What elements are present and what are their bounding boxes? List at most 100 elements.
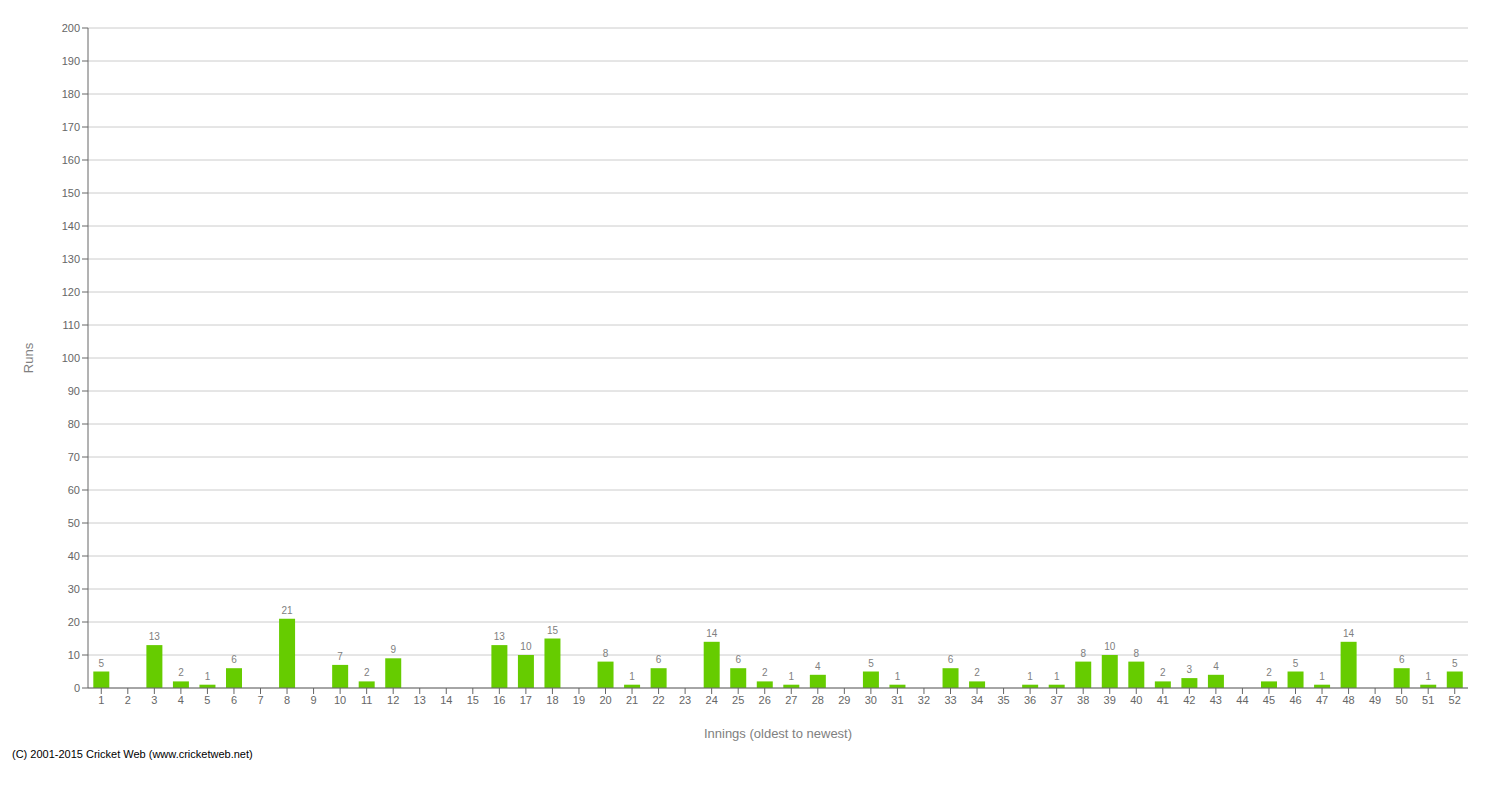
svg-text:15: 15: [467, 694, 479, 706]
svg-text:30: 30: [865, 694, 877, 706]
svg-text:24: 24: [706, 694, 718, 706]
svg-text:3: 3: [151, 694, 157, 706]
svg-text:200: 200: [62, 22, 80, 34]
svg-text:8: 8: [1134, 648, 1140, 659]
svg-text:13: 13: [494, 631, 506, 642]
svg-text:150: 150: [62, 187, 80, 199]
svg-text:32: 32: [918, 694, 930, 706]
svg-text:23: 23: [679, 694, 691, 706]
svg-text:16: 16: [493, 694, 505, 706]
svg-text:28: 28: [812, 694, 824, 706]
svg-text:52: 52: [1449, 694, 1461, 706]
svg-text:26: 26: [759, 694, 771, 706]
svg-text:44: 44: [1236, 694, 1248, 706]
svg-text:20: 20: [68, 616, 80, 628]
svg-text:2: 2: [1160, 667, 1166, 678]
svg-text:6: 6: [948, 654, 954, 665]
svg-text:27: 27: [785, 694, 797, 706]
svg-text:8: 8: [603, 648, 609, 659]
svg-text:6: 6: [656, 654, 662, 665]
svg-text:36: 36: [1024, 694, 1036, 706]
svg-text:5: 5: [1452, 658, 1458, 669]
svg-text:4: 4: [178, 694, 184, 706]
svg-text:100: 100: [62, 352, 80, 364]
svg-text:41: 41: [1157, 694, 1169, 706]
svg-text:130: 130: [62, 253, 80, 265]
svg-text:42: 42: [1183, 694, 1195, 706]
svg-text:190: 190: [62, 55, 80, 67]
svg-text:4: 4: [1213, 661, 1219, 672]
svg-text:70: 70: [68, 451, 80, 463]
svg-text:14: 14: [1343, 628, 1355, 639]
svg-text:33: 33: [944, 694, 956, 706]
svg-text:35: 35: [997, 694, 1009, 706]
svg-text:9: 9: [311, 694, 317, 706]
svg-text:120: 120: [62, 286, 80, 298]
svg-text:6: 6: [735, 654, 741, 665]
svg-text:10: 10: [520, 641, 532, 652]
svg-text:12: 12: [387, 694, 399, 706]
svg-text:40: 40: [1130, 694, 1142, 706]
svg-text:2: 2: [125, 694, 131, 706]
svg-text:180: 180: [62, 88, 80, 100]
svg-text:39: 39: [1104, 694, 1116, 706]
svg-text:2: 2: [1266, 667, 1272, 678]
svg-text:50: 50: [68, 517, 80, 529]
svg-text:2: 2: [762, 667, 768, 678]
svg-text:29: 29: [838, 694, 850, 706]
svg-text:49: 49: [1369, 694, 1381, 706]
svg-text:170: 170: [62, 121, 80, 133]
svg-text:8: 8: [1080, 648, 1086, 659]
svg-text:5: 5: [868, 658, 874, 669]
svg-text:13: 13: [149, 631, 161, 642]
svg-text:34: 34: [971, 694, 983, 706]
svg-text:2: 2: [178, 667, 184, 678]
svg-text:18: 18: [546, 694, 558, 706]
svg-text:43: 43: [1210, 694, 1222, 706]
svg-text:22: 22: [652, 694, 664, 706]
svg-text:15: 15: [547, 625, 559, 636]
svg-text:1: 1: [1319, 671, 1325, 682]
svg-text:14: 14: [706, 628, 718, 639]
svg-text:1: 1: [895, 671, 901, 682]
svg-text:17: 17: [520, 694, 532, 706]
svg-text:1: 1: [1054, 671, 1060, 682]
svg-text:7: 7: [257, 694, 263, 706]
svg-text:5: 5: [99, 658, 105, 669]
svg-text:6: 6: [1399, 654, 1405, 665]
svg-text:5: 5: [204, 694, 210, 706]
svg-text:25: 25: [732, 694, 744, 706]
svg-text:45: 45: [1263, 694, 1275, 706]
svg-text:3: 3: [1187, 664, 1193, 675]
svg-text:46: 46: [1289, 694, 1301, 706]
svg-text:1: 1: [789, 671, 795, 682]
svg-text:10: 10: [68, 649, 80, 661]
svg-text:6: 6: [231, 694, 237, 706]
svg-text:51: 51: [1422, 694, 1434, 706]
svg-text:2: 2: [364, 667, 370, 678]
svg-text:1: 1: [629, 671, 635, 682]
svg-text:Innings (oldest to newest): Innings (oldest to newest): [704, 726, 852, 741]
svg-text:38: 38: [1077, 694, 1089, 706]
svg-text:30: 30: [68, 583, 80, 595]
svg-text:Runs: Runs: [21, 342, 36, 373]
svg-text:21: 21: [626, 694, 638, 706]
svg-text:8: 8: [284, 694, 290, 706]
svg-text:10: 10: [334, 694, 346, 706]
svg-text:10: 10: [1104, 641, 1116, 652]
svg-text:80: 80: [68, 418, 80, 430]
svg-text:48: 48: [1342, 694, 1354, 706]
svg-text:11: 11: [361, 694, 372, 706]
svg-text:4: 4: [815, 661, 821, 672]
svg-text:37: 37: [1051, 694, 1063, 706]
svg-text:1: 1: [98, 694, 104, 706]
svg-text:50: 50: [1396, 694, 1408, 706]
svg-text:31: 31: [891, 694, 903, 706]
svg-text:19: 19: [573, 694, 585, 706]
svg-text:1: 1: [1425, 671, 1431, 682]
svg-text:0: 0: [74, 682, 80, 694]
svg-text:5: 5: [1293, 658, 1299, 669]
svg-text:110: 110: [62, 319, 80, 331]
svg-text:7: 7: [337, 651, 343, 662]
svg-text:40: 40: [68, 550, 80, 562]
